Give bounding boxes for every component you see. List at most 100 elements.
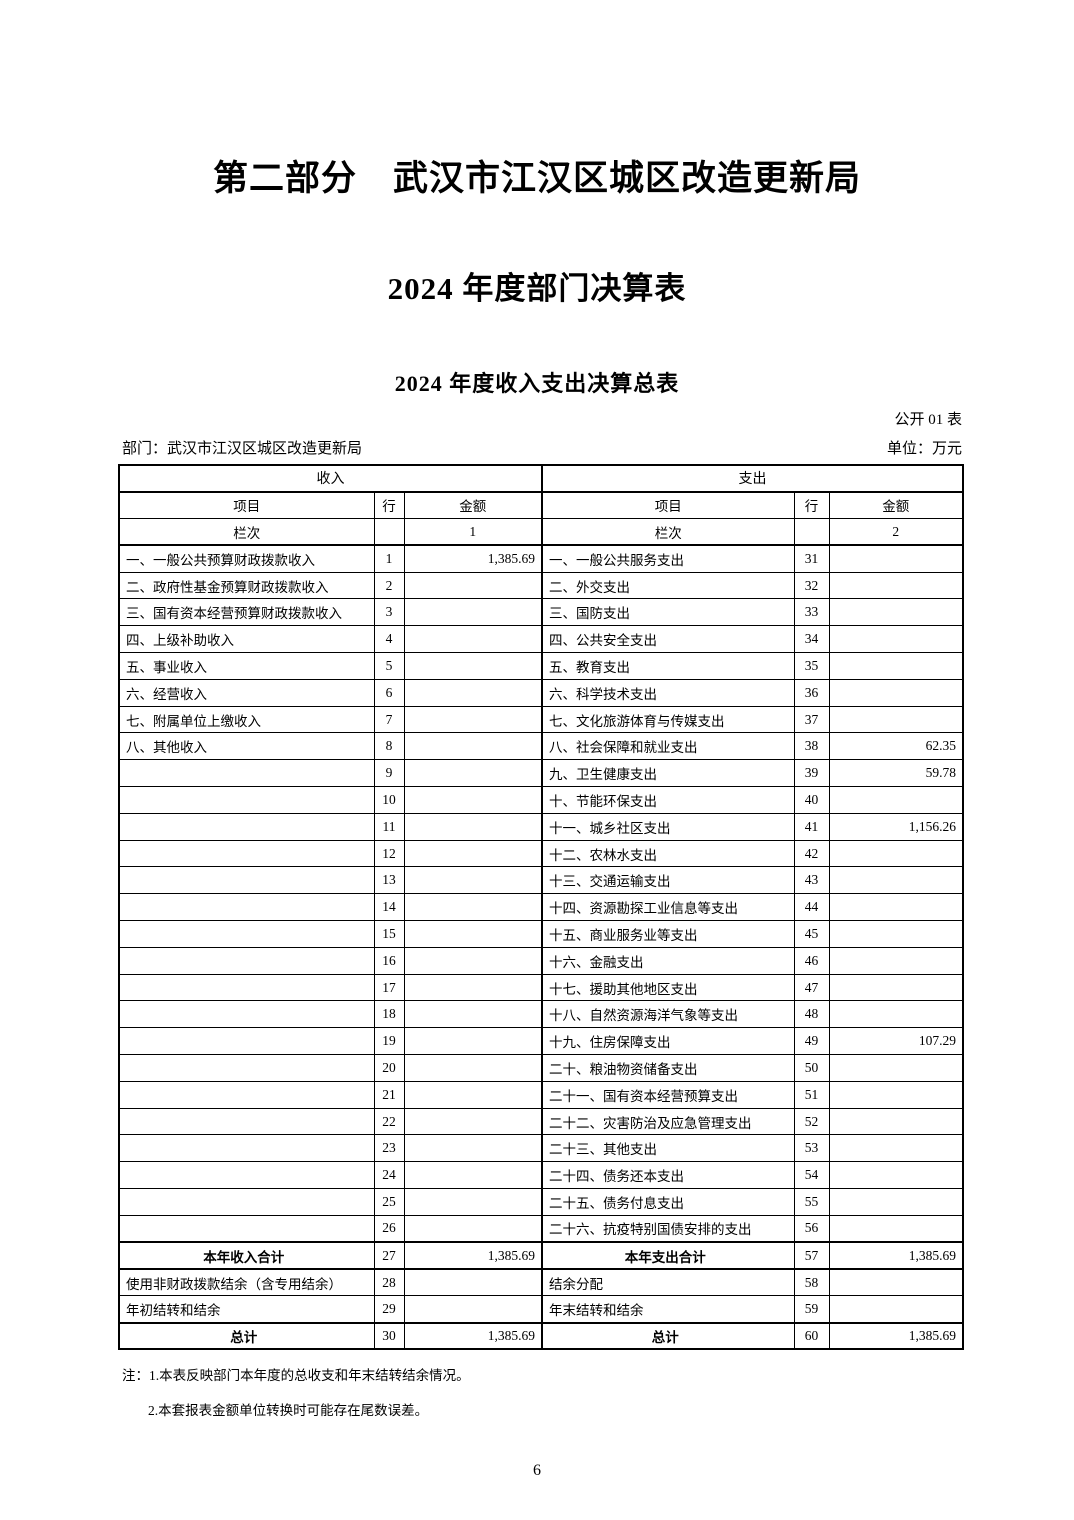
income-amount-cell bbox=[403, 786, 543, 814]
expense-line-cell: 49 bbox=[793, 1027, 830, 1056]
expense-line-cell: 56 bbox=[793, 1214, 830, 1243]
income-amount-cell bbox=[403, 759, 543, 788]
doc-title: 2024 年度部门决算表 bbox=[387, 271, 687, 306]
expense-amount-cell: 1,385.69 bbox=[828, 1241, 964, 1270]
income-item-cell: 总计 bbox=[118, 1321, 375, 1351]
income-section-header: 收入 bbox=[118, 464, 543, 493]
expense-item-cell: 五、教育支出 bbox=[541, 652, 795, 680]
note-line-2: 2.本套报表金额单位转换时可能存在尾数误差。 bbox=[148, 1403, 429, 1419]
income-item-cell: 四、上级补助收入 bbox=[118, 625, 375, 654]
expense-line-cell: 59 bbox=[793, 1295, 830, 1323]
table-code: 公开 01 表 bbox=[894, 412, 962, 428]
expense-amount-cell: 62.35 bbox=[828, 732, 964, 761]
expense-item-cell: 六、科学技术支出 bbox=[541, 678, 795, 707]
table-row: 13 十三、交通运输支出 43 bbox=[118, 866, 964, 895]
table-row: 年初结转和结余 29 年末结转和结余 59 bbox=[118, 1295, 964, 1323]
page-number: 6 bbox=[533, 1462, 541, 1479]
income-line-cell: 28 bbox=[373, 1268, 405, 1297]
income-item-cell bbox=[118, 1134, 375, 1163]
expense-item-cell: 十一、城乡社区支出 bbox=[541, 812, 795, 841]
expense-amount-cell bbox=[828, 1161, 964, 1190]
expense-amount-cell bbox=[828, 625, 964, 654]
income-item-cell: 三、国有资本经营预算财政拨款收入 bbox=[118, 598, 375, 627]
expense-item-cell: 二十五、债务付息支出 bbox=[541, 1188, 795, 1216]
income-amount-cell bbox=[403, 732, 543, 761]
income-line-cell: 1 bbox=[373, 544, 405, 573]
table-row: 17 十七、援助其他地区支出 47 bbox=[118, 973, 964, 1002]
expense-line-col-header: 行 bbox=[793, 491, 830, 520]
expense-item-cell: 总计 bbox=[541, 1321, 795, 1351]
expense-line-cell: 32 bbox=[793, 571, 830, 600]
income-amount-cell bbox=[403, 1000, 543, 1029]
income-item-cell: 八、其他收入 bbox=[118, 732, 375, 761]
expense-line-cell: 53 bbox=[793, 1134, 830, 1163]
expense-amount-cell bbox=[828, 571, 964, 600]
income-line-cell: 25 bbox=[373, 1188, 405, 1216]
income-index-label: 栏次 bbox=[118, 518, 375, 547]
income-item-cell bbox=[118, 920, 375, 948]
income-item-cell: 本年收入合计 bbox=[118, 1241, 375, 1270]
income-line-cell: 3 bbox=[373, 598, 405, 627]
table-row: 11 十一、城乡社区支出 41 1,156.26 bbox=[118, 812, 964, 841]
table-row: 14 十四、资源勘探工业信息等支出 44 bbox=[118, 893, 964, 922]
income-item-cell: 年初结转和结余 bbox=[118, 1295, 375, 1323]
expense-item-cell: 一、一般公共服务支出 bbox=[541, 544, 795, 573]
income-item-cell: 六、经营收入 bbox=[118, 678, 375, 707]
expense-item-cell: 十三、交通运输支出 bbox=[541, 866, 795, 895]
income-amount-cell bbox=[403, 946, 543, 975]
expense-line-cell: 43 bbox=[793, 866, 830, 895]
table-row: 三、国有资本经营预算财政拨款收入 3 三、国防支出 33 bbox=[118, 598, 964, 627]
income-item-cell: 一、一般公共预算财政拨款收入 bbox=[118, 544, 375, 573]
expense-item-cell: 十七、援助其他地区支出 bbox=[541, 973, 795, 1002]
table-row: 一、一般公共预算财政拨款收入 1 1,385.69 一、一般公共服务支出 31 bbox=[118, 544, 964, 573]
expense-amount-cell bbox=[828, 1295, 964, 1323]
expense-item-cell: 十九、住房保障支出 bbox=[541, 1027, 795, 1056]
income-item-cell bbox=[118, 839, 375, 868]
expense-item-cell: 二十四、债务还本支出 bbox=[541, 1161, 795, 1190]
expense-item-cell: 四、公共安全支出 bbox=[541, 625, 795, 654]
expense-item-cell: 二十三、其他支出 bbox=[541, 1134, 795, 1163]
expense-amount-cell bbox=[828, 1268, 964, 1297]
table-row: 四、上级补助收入 4 四、公共安全支出 34 bbox=[118, 625, 964, 654]
expense-amount-cell bbox=[828, 946, 964, 975]
income-amount-cell bbox=[403, 598, 543, 627]
expense-item-cell: 二十一、国有资本经营预算支出 bbox=[541, 1080, 795, 1109]
expense-item-cell: 七、文化旅游体育与传媒支出 bbox=[541, 705, 795, 734]
income-line-cell: 11 bbox=[373, 812, 405, 841]
expense-item-cell: 二、外交支出 bbox=[541, 571, 795, 600]
income-amount-cell bbox=[403, 1107, 543, 1136]
expense-item-col-header: 项目 bbox=[541, 491, 795, 520]
expense-line-cell: 48 bbox=[793, 1000, 830, 1029]
income-amount-cell bbox=[403, 1268, 543, 1297]
expense-amount-cell bbox=[828, 544, 964, 573]
expense-line-cell: 46 bbox=[793, 946, 830, 975]
expense-line-cell: 40 bbox=[793, 786, 830, 814]
expense-line-cell: 35 bbox=[793, 652, 830, 680]
table-row: 10 十、节能环保支出 40 bbox=[118, 786, 964, 814]
income-amount-cell bbox=[403, 893, 543, 922]
table-row: 八、其他收入 8 八、社会保障和就业支出 38 62.35 bbox=[118, 732, 964, 761]
expense-item-cell: 三、国防支出 bbox=[541, 598, 795, 627]
table-title: 2024 年度收入支出决算总表 bbox=[394, 371, 680, 396]
expense-item-cell: 十二、农林水支出 bbox=[541, 839, 795, 868]
table-row: 六、经营收入 6 六、科学技术支出 36 bbox=[118, 678, 964, 707]
expense-line-cell: 52 bbox=[793, 1107, 830, 1136]
table-row: 9 九、卫生健康支出 39 59.78 bbox=[118, 759, 964, 788]
expense-line-cell: 31 bbox=[793, 544, 830, 573]
budget-summary-table: 收入 支出 项目 行 金额 项目 行 金额 栏次 1 栏次 2 一、一般公共预算… bbox=[118, 464, 964, 1351]
expense-line-cell: 58 bbox=[793, 1268, 830, 1297]
table-row: 21 二十一、国有资本经营预算支出 51 bbox=[118, 1080, 964, 1109]
income-amount-col-header: 金额 bbox=[403, 491, 543, 520]
table-row: 12 十二、农林水支出 42 bbox=[118, 839, 964, 868]
expense-amount-cell bbox=[828, 1188, 964, 1216]
income-amount-cell bbox=[403, 1027, 543, 1056]
expense-item-cell: 二十、粮油物资储备支出 bbox=[541, 1054, 795, 1082]
table-row: 22 二十二、灾害防治及应急管理支出 52 bbox=[118, 1107, 964, 1136]
income-line-cell: 5 bbox=[373, 652, 405, 680]
income-amount-cell bbox=[403, 1295, 543, 1323]
income-item-cell bbox=[118, 1080, 375, 1109]
income-item-cell bbox=[118, 812, 375, 841]
expense-amount-cell bbox=[828, 866, 964, 895]
expense-item-cell: 十八、自然资源海洋气象等支出 bbox=[541, 1000, 795, 1029]
table-row: 二、政府性基金预算财政拨款收入 2 二、外交支出 32 bbox=[118, 571, 964, 600]
